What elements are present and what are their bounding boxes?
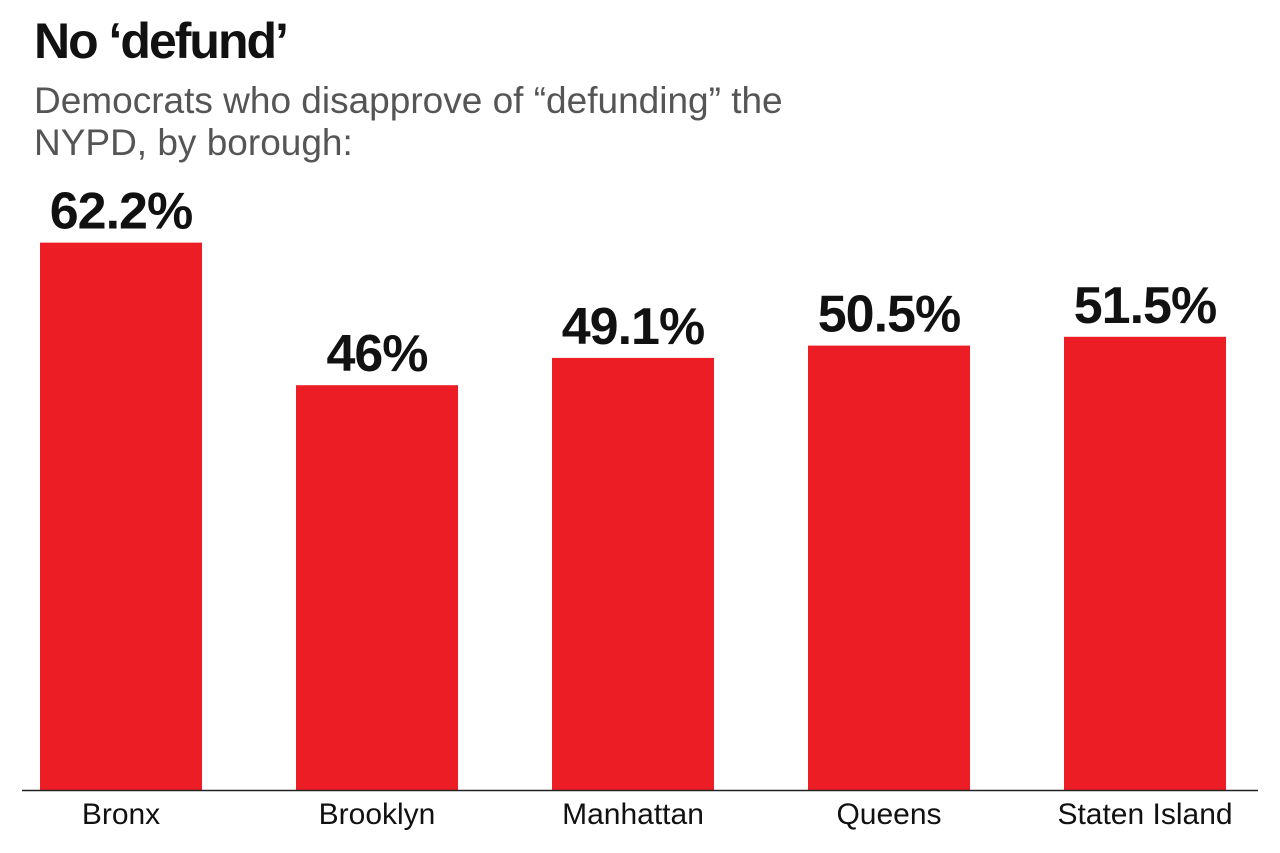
category-label: Queens [836,798,941,831]
bar-staten-island [1064,336,1226,790]
value-label: 51.5% [1074,277,1216,335]
value-label: 62.2% [50,183,192,241]
category-label: Bronx [82,798,160,831]
category-label: Brooklyn [319,798,436,831]
bar-brooklyn [296,385,458,790]
bar-manhattan [552,357,714,790]
chart-title: No ‘defund’ [34,13,289,69]
value-label: 50.5% [818,286,960,344]
value-label: 46% [326,325,427,383]
category-label: Staten Island [1057,798,1232,831]
bar-queens [808,345,970,790]
category-label: Manhattan [562,798,704,831]
value-label: 49.1% [562,298,704,356]
bar-bronx [40,242,202,790]
chart-subtitle: Democrats who disapprove of “defunding” … [34,80,783,163]
